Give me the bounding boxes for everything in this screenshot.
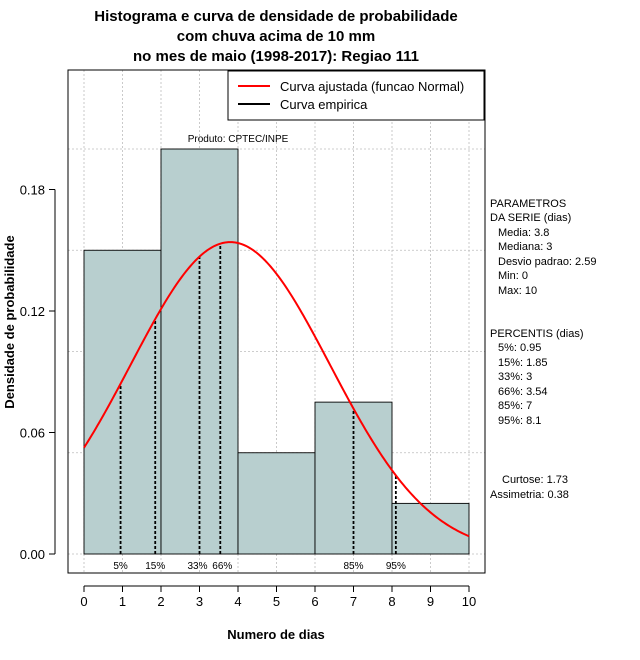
params-title-1: PARAMETROS (490, 198, 566, 210)
statistics-panel: PARAMETROS DA SERIE (dias) Media: 3.8 Me… (490, 198, 596, 501)
x-tick-label: 9 (427, 594, 434, 609)
plot-frame (67, 69, 486, 574)
axes: 0 1 2 3 4 5 6 7 8 9 10 0.00 0.06 0.12 0.18 (20, 183, 477, 610)
x-tick-label: 8 (388, 594, 395, 609)
percentil-5: 5%: 0.95 (498, 342, 541, 354)
param-min: Min: 0 (498, 270, 528, 282)
percentil-15: 15%: 1.85 (498, 357, 548, 369)
percentil-95: 95%: 8.1 (498, 415, 541, 427)
x-tick-label: 3 (196, 594, 203, 609)
param-desvio: Desvio padrao: 2.59 (498, 256, 596, 268)
x-tick-label: 5 (273, 594, 280, 609)
credit-text: Produto: CPTEC/INPE (188, 134, 289, 145)
x-tick-label: 4 (234, 594, 241, 609)
percentis-title: PERCENTIS (dias) (490, 328, 584, 340)
percentil-33: 33%: 3 (498, 371, 532, 383)
percentile-label: 15% (145, 561, 165, 572)
percentile-lines (119, 243, 397, 554)
x-tick-label: 0 (80, 594, 87, 609)
percentile-label: 95% (386, 561, 406, 572)
params-title-2: DA SERIE (dias) (490, 212, 571, 224)
x-tick-label: 6 (311, 594, 318, 609)
percentile-label: 33% (187, 561, 207, 572)
x-axis-label: Numero de dias (227, 627, 325, 642)
histogram-bar (391, 502, 470, 555)
legend: Curva ajustada (funcao Normal) Curva emp… (227, 70, 485, 121)
percentil-66: 66%: 3.54 (498, 386, 548, 398)
percentile-label: 85% (343, 561, 363, 572)
x-tick-label: 10 (462, 594, 476, 609)
chart-title-line-3: no mes de maio (1998-2017): Regiao 111 (133, 48, 419, 65)
y-tick-label: 0.12 (20, 304, 45, 319)
percentil-85: 85%: 7 (498, 400, 532, 412)
normal-curve (83, 241, 470, 538)
legend-label-normal: Curva ajustada (funcao Normal) (280, 79, 464, 94)
percentile-label: 5% (113, 561, 128, 572)
normal-curve-layer (83, 241, 470, 538)
histogram-bar (237, 452, 316, 555)
param-mediana: Mediana: 3 (498, 241, 552, 253)
histogram-bar (83, 249, 162, 555)
param-media: Media: 3.8 (498, 227, 549, 239)
percentile-labels: 5% 15% 33% 66% 85% 95% (113, 561, 406, 572)
x-tick-label: 7 (350, 594, 357, 609)
x-tick-label: 1 (119, 594, 126, 609)
percentile-label: 66% (212, 561, 232, 572)
y-axis-label: Densidade de probabilidade (2, 235, 17, 408)
stat-curtose: Curtose: 1.73 (502, 474, 568, 486)
x-tick-label: 2 (157, 594, 164, 609)
legend-label-empirical: Curva empirica (280, 97, 368, 112)
y-tick-label: 0.18 (20, 183, 45, 198)
chart-title-line-2: com chuva acima de 10 mm (177, 28, 375, 45)
y-tick-label: 0.06 (20, 426, 45, 441)
stat-assimetria: Assimetria: 0.38 (490, 489, 569, 501)
chart-title-line-1: Histograma e curva de densidade de proba… (94, 8, 457, 25)
y-tick-label: 0.00 (20, 547, 45, 562)
param-max: Max: 10 (498, 285, 537, 297)
legend-box (227, 70, 485, 121)
